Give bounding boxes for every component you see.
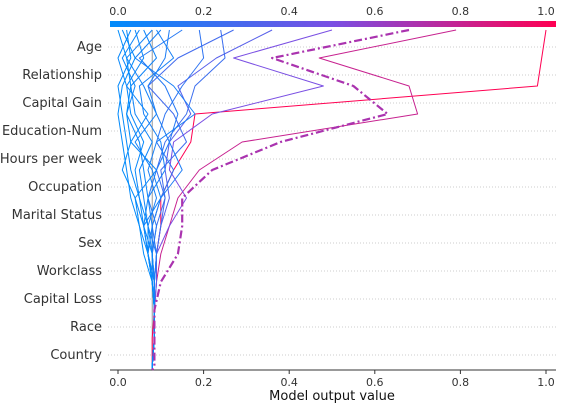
feature-label: Sex bbox=[78, 236, 102, 251]
colorbar-tick-label: 0.0 bbox=[109, 5, 127, 18]
colorbar-tick-label: 1.0 bbox=[537, 5, 555, 18]
colorbar-tick-label: 0.6 bbox=[366, 5, 384, 18]
x-tick-label: 1.0 bbox=[537, 376, 555, 389]
feature-label: Age bbox=[77, 40, 102, 55]
colorbar-tick-label: 0.4 bbox=[280, 5, 298, 18]
feature-label: Education-Num bbox=[2, 124, 102, 139]
feature-label: Race bbox=[70, 320, 102, 335]
x-tick-label: 0.8 bbox=[452, 376, 470, 389]
decision-line bbox=[151, 29, 457, 370]
decision-line bbox=[151, 29, 226, 370]
feature-labels: Age Relationship Capital Gain Education-Num… bbox=[0, 40, 102, 363]
x-tick-label: 0.2 bbox=[195, 376, 213, 389]
feature-label: Marital Status bbox=[12, 208, 103, 223]
decision-line-highlighted bbox=[151, 28, 410, 371]
decision-line bbox=[151, 29, 333, 370]
decision-line bbox=[151, 29, 547, 370]
feature-label: Workclass bbox=[37, 264, 102, 279]
feature-label: Capital Loss bbox=[24, 292, 102, 307]
x-tick-label: 0.4 bbox=[280, 376, 298, 389]
decision-line bbox=[121, 29, 155, 370]
feature-label: Occupation bbox=[28, 180, 102, 195]
colorbar: 0.0 0.2 0.4 0.6 0.8 1.0 bbox=[109, 5, 556, 27]
grid-layer bbox=[108, 46, 556, 356]
feature-label: Hours per week bbox=[0, 152, 102, 167]
feature-label: Country bbox=[50, 348, 102, 363]
colorbar-tick-label: 0.2 bbox=[195, 5, 213, 18]
x-tick-label: 0.6 bbox=[366, 376, 384, 389]
feature-label: Relationship bbox=[22, 68, 102, 83]
feature-label: Capital Gain bbox=[22, 96, 102, 111]
colorbar-tick-label: 0.8 bbox=[452, 5, 470, 18]
x-axis-title: Model output value bbox=[269, 389, 395, 404]
axes-layer: 0.0 0.2 0.4 0.6 0.8 1.0 bbox=[109, 30, 556, 389]
decision-line bbox=[151, 29, 273, 370]
x-tick-label: 0.0 bbox=[109, 376, 127, 389]
decision-lines bbox=[117, 28, 547, 371]
colorbar-gradient bbox=[110, 21, 556, 27]
